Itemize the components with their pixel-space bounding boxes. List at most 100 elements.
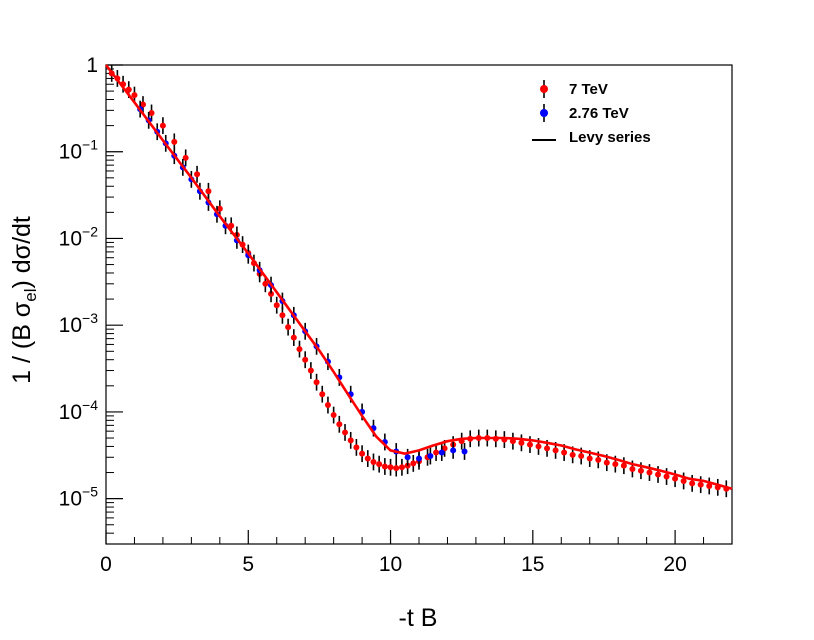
data-point bbox=[561, 449, 568, 456]
y-tick-base: 10 bbox=[59, 227, 82, 250]
data-point bbox=[578, 453, 585, 460]
data-point bbox=[387, 464, 394, 471]
data-point bbox=[324, 402, 331, 409]
y-tick-base: 1 bbox=[86, 54, 98, 77]
y-tick-base: 10 bbox=[59, 141, 82, 164]
data-point bbox=[427, 453, 434, 460]
data-point bbox=[262, 280, 269, 287]
data-point bbox=[603, 459, 610, 466]
x-axis-title: -t B bbox=[399, 604, 438, 632]
y-tick-label: 10−5 bbox=[59, 484, 99, 511]
legend-item-7tev: 7 TeV bbox=[540, 80, 608, 98]
legend-item-levy: Levy series bbox=[532, 129, 651, 146]
data-point bbox=[595, 456, 602, 463]
x-tick-label: 15 bbox=[521, 553, 544, 576]
x-axis-ticks: 0 5 10 15 20 bbox=[100, 530, 687, 576]
y-tick-label: 10−4 bbox=[59, 397, 99, 424]
data-point bbox=[680, 477, 687, 484]
data-point bbox=[697, 481, 704, 488]
y-tick-label: 10−1 bbox=[59, 137, 99, 164]
fit-curve-layer bbox=[104, 64, 733, 491]
y-tick-exponent: −1 bbox=[82, 137, 98, 153]
data-point bbox=[706, 482, 713, 489]
data-point bbox=[518, 439, 525, 446]
data-point bbox=[313, 379, 320, 386]
x-tick-label: 0 bbox=[100, 553, 112, 576]
data-point bbox=[612, 461, 619, 468]
x-tick-label: 10 bbox=[379, 553, 402, 576]
data-point bbox=[655, 471, 662, 478]
y-axis-title: 1 / (B σel) dσ/dt bbox=[8, 216, 40, 384]
data-point bbox=[319, 391, 326, 398]
y-tick-exponent: −4 bbox=[82, 397, 98, 413]
data-point bbox=[273, 302, 280, 309]
x-tick-label: 20 bbox=[663, 553, 686, 576]
data-point bbox=[285, 324, 292, 331]
data-point bbox=[404, 454, 411, 461]
y-axis-title-post: ) dσ/dt bbox=[8, 216, 36, 288]
data-point bbox=[689, 480, 696, 487]
data-point bbox=[148, 109, 155, 116]
y-axis-title-sub: el bbox=[21, 289, 40, 302]
data-point bbox=[410, 460, 417, 467]
data-point bbox=[381, 463, 388, 470]
data-point bbox=[330, 412, 337, 419]
data-point bbox=[182, 154, 189, 161]
data-point bbox=[205, 188, 212, 195]
data-point bbox=[290, 334, 297, 341]
data-point bbox=[364, 455, 371, 462]
data-point bbox=[216, 205, 223, 212]
data-point bbox=[398, 464, 405, 471]
y-tick-label: 1 bbox=[86, 54, 98, 77]
x-tick-label: 5 bbox=[242, 553, 254, 576]
data-point bbox=[307, 367, 314, 374]
data-point bbox=[139, 101, 146, 108]
y-axis-ticks: 110−110−210−310−410−5 bbox=[59, 54, 123, 511]
data-point bbox=[302, 356, 309, 363]
data-point bbox=[663, 473, 670, 480]
data-point bbox=[450, 447, 457, 454]
y-tick-base: 10 bbox=[59, 401, 82, 424]
data-point bbox=[586, 455, 593, 462]
legend-label-levy: Levy series bbox=[569, 129, 651, 146]
y-tick-base: 10 bbox=[59, 488, 82, 511]
data-point bbox=[637, 467, 644, 474]
legend-label-276tev: 2.76 TeV bbox=[569, 105, 629, 122]
data-point bbox=[279, 312, 286, 319]
data-point bbox=[438, 449, 445, 456]
y-tick-exponent: −5 bbox=[82, 484, 98, 500]
legend-marker-276tev bbox=[540, 109, 548, 117]
y-tick-exponent: −2 bbox=[82, 223, 98, 239]
data-point bbox=[194, 171, 201, 178]
data-point bbox=[296, 346, 303, 353]
legend-marker-7tev bbox=[540, 85, 548, 93]
data-point bbox=[268, 290, 275, 297]
data-point bbox=[342, 429, 349, 436]
data-point bbox=[569, 451, 576, 458]
data-point bbox=[620, 462, 627, 469]
data-point bbox=[347, 437, 354, 444]
data-point bbox=[544, 445, 551, 452]
data-point bbox=[461, 448, 468, 455]
data-point bbox=[131, 92, 138, 99]
data-point bbox=[171, 138, 178, 145]
y-tick-base: 10 bbox=[59, 314, 82, 337]
y-tick-label: 10−2 bbox=[59, 223, 99, 250]
y-tick-exponent: −3 bbox=[82, 310, 98, 326]
minor-ticks bbox=[106, 68, 733, 545]
legend-item-276tev: 2.76 TeV bbox=[540, 104, 629, 122]
data-point bbox=[433, 449, 440, 456]
data-point bbox=[552, 447, 559, 454]
data-point bbox=[629, 465, 636, 472]
data-point bbox=[359, 450, 366, 457]
data-point bbox=[336, 421, 343, 428]
levy-fit-curve bbox=[104, 64, 733, 491]
y-axis-title-pre: 1 / (B σ bbox=[8, 301, 36, 384]
data-point bbox=[672, 475, 679, 482]
legend-label-7tev: 7 TeV bbox=[569, 81, 608, 98]
data-point bbox=[393, 465, 400, 472]
legend: 7 TeV 2.76 TeV Levy series bbox=[532, 80, 651, 146]
data-point bbox=[441, 445, 448, 452]
data-point bbox=[376, 461, 383, 468]
